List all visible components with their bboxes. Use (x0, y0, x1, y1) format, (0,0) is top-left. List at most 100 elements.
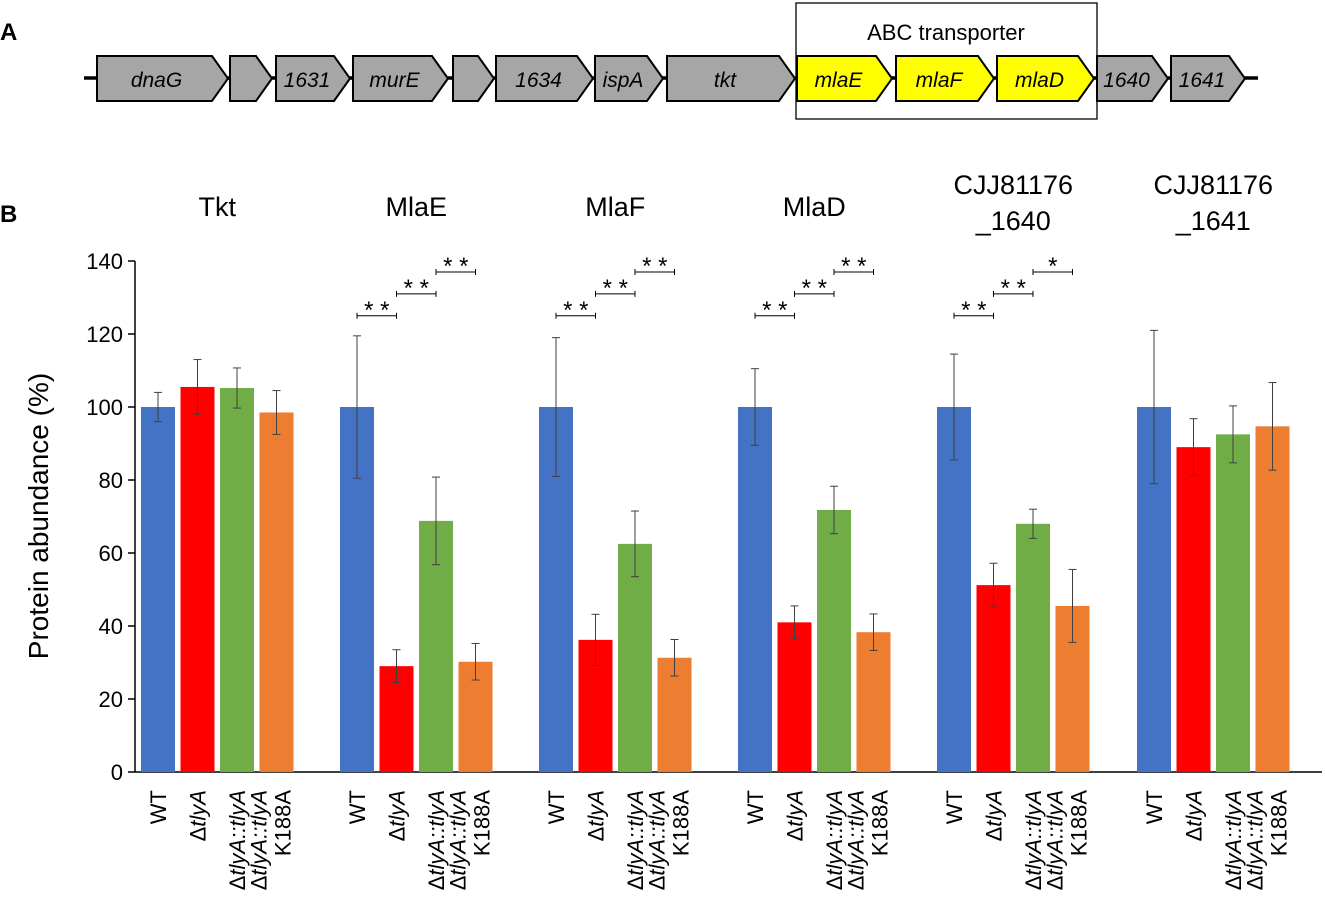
significance-label: * * (364, 297, 389, 324)
gene-arrow-unlabeled-1 (229, 55, 274, 102)
bar (379, 666, 414, 772)
bar (618, 543, 652, 772)
x-tick-label: ΔtlyA (1182, 790, 1207, 841)
gene-label: murE (369, 69, 420, 92)
bar (141, 407, 175, 772)
y-tick-label: 120 (86, 322, 123, 347)
panel-a-operon-diagram: A ABC transporter dnaG 1631 murE 1634 ispA tk… (0, 2, 1258, 120)
y-tick-label: 100 (86, 395, 123, 420)
x-tick-label: ΔtlyA::tlyA (446, 790, 471, 890)
gene-arrow-ispA (594, 55, 665, 102)
group-title: Tkt (199, 192, 237, 222)
significance-label: * * (841, 253, 866, 280)
y-tick-label: 20 (99, 687, 123, 712)
significance-label: * (1048, 253, 1057, 280)
x-tick-label: ΔtlyA::tlyA (844, 790, 869, 890)
group-title: CJJ81176 (953, 170, 1073, 200)
y-tick-label: 60 (99, 541, 123, 566)
gene-arrow-1631 (275, 55, 352, 102)
gene-label: mlaE (815, 69, 864, 92)
x-tick-label: ΔtlyA::tlyA (623, 790, 648, 890)
x-tick-label: WT (743, 790, 768, 824)
x-tick-label: WT (544, 790, 569, 824)
significance-label: * * (802, 275, 827, 302)
gene-label: tkt (714, 69, 737, 92)
bar (1255, 426, 1290, 772)
gene-label: ispA (603, 69, 644, 92)
x-tick-label: ΔtlyA::tlyA (1243, 790, 1268, 890)
panel-label-a: A (0, 19, 17, 46)
bar (738, 407, 772, 772)
x-tick-label: WT (942, 790, 967, 824)
gene-label: mlaD (1015, 69, 1064, 92)
x-tick-label: ΔtlyA (982, 790, 1007, 841)
x-tick-label: ΔtlyA::tlyA (1021, 790, 1046, 890)
panel-label-b: B (0, 201, 17, 228)
bar (777, 622, 812, 772)
x-tick-label: ΔtlyA (584, 790, 609, 841)
bar (1176, 447, 1211, 772)
gene-label: mlaF (916, 69, 964, 92)
x-tick-label: ΔtlyA::tlyA (1221, 790, 1246, 890)
x-tick-label: ΔtlyA (783, 790, 808, 841)
y-tick-label: 40 (99, 614, 123, 639)
gene-arrow-mlaD (996, 55, 1096, 102)
x-tick-label: ΔtlyA (186, 790, 211, 841)
group-title: CJJ81176 (1153, 170, 1273, 200)
significance-label: * * (603, 275, 628, 302)
x-tick-label-line2: K188A (1067, 790, 1092, 856)
bar (657, 657, 692, 772)
bar (180, 386, 215, 772)
gene-arrow-dnaG (96, 55, 230, 102)
x-tick-label-line2: K188A (868, 790, 893, 856)
gene-arrow-mlaF (895, 55, 996, 102)
x-tick-label: ΔtlyA::tlyA (1043, 790, 1068, 890)
y-axis-label: Protein abundance (%) (23, 373, 54, 659)
bar (1016, 523, 1050, 772)
significance-label: * * (961, 297, 986, 324)
bar (856, 632, 891, 772)
x-tick-label-line2: K188A (1267, 790, 1292, 856)
group-title: MlaF (585, 192, 645, 222)
bar (1216, 434, 1250, 772)
bar (937, 407, 971, 772)
gene-label: 1640 (1103, 69, 1150, 92)
bar (259, 412, 294, 772)
x-tick-label-line2: K188A (470, 790, 495, 856)
gene-label: dnaG (131, 69, 182, 92)
significance-label: * * (642, 253, 667, 280)
group-title: MlaE (385, 192, 447, 222)
x-tick-label: ΔtlyA::tlyA (247, 790, 272, 890)
x-tick-label: ΔtlyA (385, 790, 410, 841)
gene-arrow-1634 (495, 55, 595, 102)
gene-arrow-murE (352, 55, 450, 102)
x-tick-label: ΔtlyA::tlyA (424, 790, 449, 890)
y-tick-label: 80 (99, 468, 123, 493)
y-tick-label: 140 (86, 249, 123, 274)
panel-b-bar-chart: B Protein abundance (%) 0 20 40 60 80 100 120 1… (0, 170, 1322, 890)
significance-label: * * (404, 275, 429, 302)
bar (220, 388, 254, 772)
bar (817, 509, 851, 772)
group-title: _1640 (975, 206, 1051, 236)
x-tick-label: WT (345, 790, 370, 824)
group-title: _1641 (1175, 206, 1251, 236)
gene-arrow-unlabeled-4 (452, 55, 496, 102)
bar (976, 585, 1011, 772)
significance-label: * * (1001, 275, 1026, 302)
abc-transporter-label: ABC transporter (867, 20, 1025, 45)
gene-arrow-1640 (1096, 55, 1170, 102)
x-tick-label-line2: K188A (669, 790, 694, 856)
group-title: MlaD (783, 192, 846, 222)
significance-label: * * (563, 297, 588, 324)
significance-label: * * (443, 253, 468, 280)
gene-label: 1631 (284, 69, 331, 92)
x-tick-label: WT (146, 790, 171, 824)
y-axis: 0 20 40 60 80 100 120 140 (86, 249, 1322, 785)
gene-arrow-tkt (666, 55, 797, 102)
x-tick-label-line2: K188A (271, 790, 296, 856)
gene-arrow-1641 (1170, 55, 1247, 102)
gene-label: 1641 (1179, 69, 1226, 92)
gene-arrow-mlaE (796, 55, 894, 102)
